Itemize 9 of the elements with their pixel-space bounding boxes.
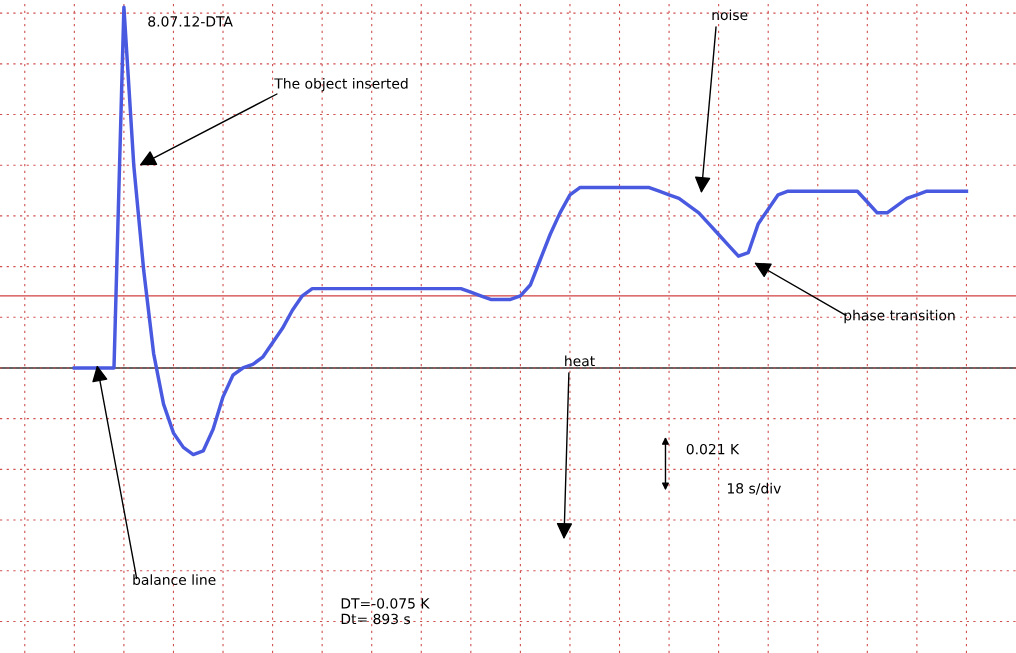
text: balance line [133, 574, 216, 586]
annotation: 8.07.12-DTA [148, 16, 233, 27]
annotation: noise [712, 9, 748, 21]
annotation: 0.021 K [686, 443, 740, 455]
text: 18 s/div [727, 482, 781, 495]
annotation: heat [565, 355, 595, 367]
text: DT=-0.075 K Dt= 893 s [341, 598, 430, 625]
annotation: phase transition [844, 309, 955, 324]
annotation: The object inserted [274, 77, 408, 92]
